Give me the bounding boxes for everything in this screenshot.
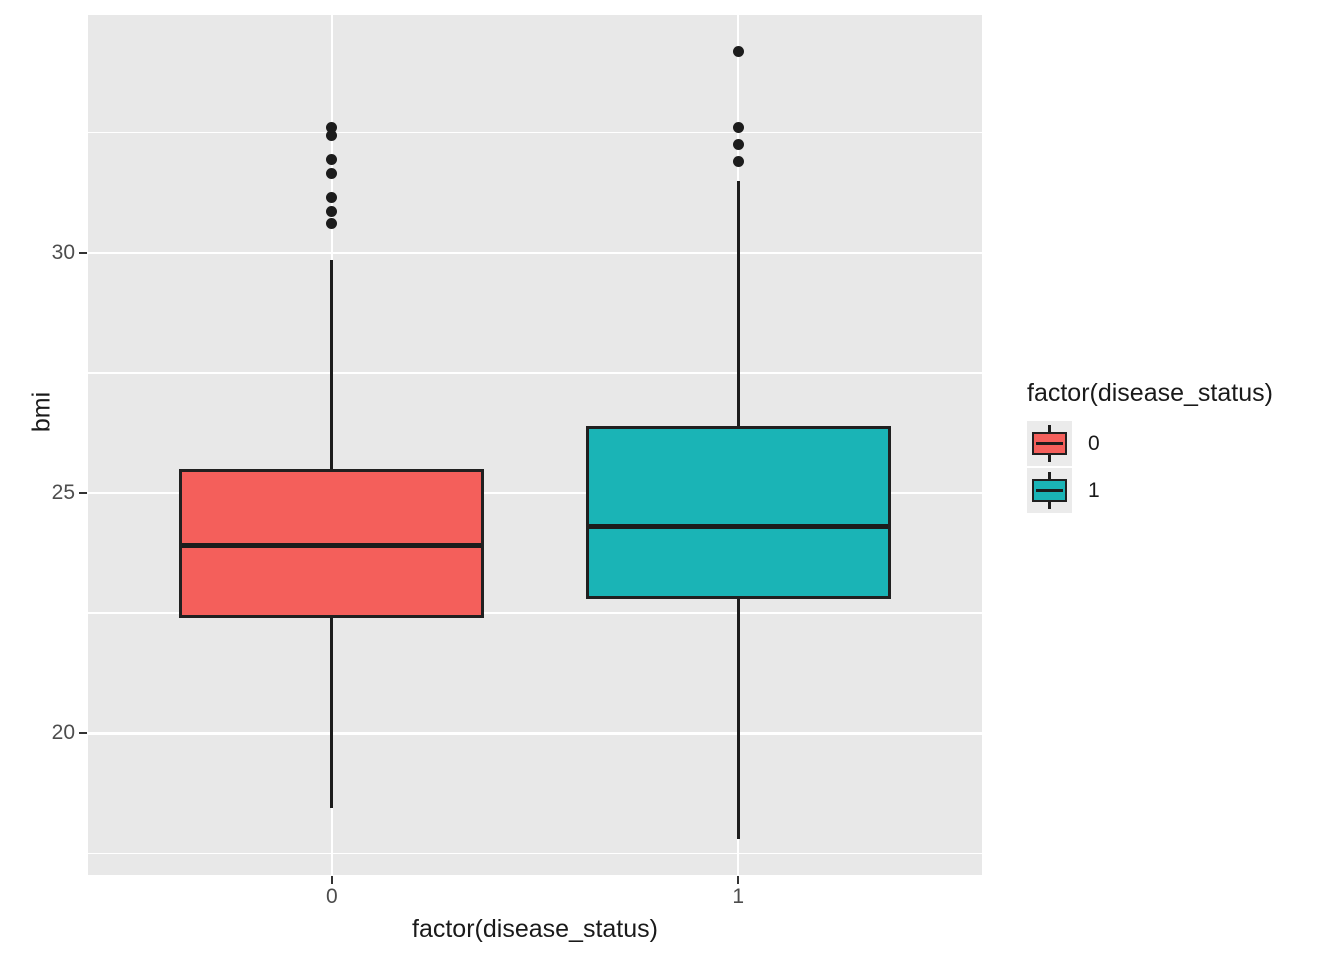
whisker-lower [330,617,334,808]
legend-boxplot-glyph-box [1032,479,1067,502]
outlier-dot [326,129,338,141]
outlier-dot [326,192,338,204]
gridline-major-horizontal [88,491,982,495]
legend: factor(disease_status) 0 1 [1027,379,1273,515]
y-axis-tick-mark [79,492,87,495]
median-line [588,524,888,530]
gridline-minor-horizontal [88,372,982,374]
y-axis-tick-mark [79,732,87,735]
outlier-dot [326,218,338,230]
legend-label-1: 1 [1088,478,1100,502]
legend-entry-0: 0 [1027,421,1273,466]
gridline-major-horizontal [88,732,982,735]
gridline-minor-horizontal [88,131,982,134]
outlier-dot [326,122,338,134]
outlier-dot [732,122,744,134]
y-tick-label tick-label: 25 [51,481,75,505]
legend-key-swatch-1 [1027,468,1072,513]
x-axis-title: factor(disease_status) [412,915,658,943]
x-tick-label: 1 [732,885,745,908]
x-axis-tick-mark [330,876,333,884]
legend-entry-1: 1 [1027,468,1273,513]
gridline-minor-horizontal [88,612,982,614]
gridline-major-horizontal [88,251,982,255]
legend-key-swatch-0 [1027,421,1072,466]
outlier-dot [732,45,744,57]
y-axis-title: bmi [27,391,56,433]
legend-boxplot-glyph-median [1036,489,1063,492]
outlier-dot [732,139,744,151]
y-tick-label tick-label: 30 [51,240,75,264]
legend-title: factor(disease_status) [1027,379,1273,407]
outlier-dot [326,206,338,218]
gridline-minor-horizontal [88,852,982,855]
whisker-upper [330,260,334,469]
boxplot-box-1 [585,425,891,599]
legend-boxplot-glyph-median [1036,442,1063,445]
outlier-dot [326,153,338,165]
y-tick-label tick-label: 20 [51,721,75,745]
median-line [182,543,482,549]
legend-boxplot-glyph-box [1032,432,1067,455]
x-axis-tick-mark [737,876,740,884]
legend-label-0: 0 [1088,431,1100,455]
whisker-lower [736,598,740,839]
x-tick-label: 0 [325,885,338,908]
outlier-dot [326,168,338,180]
y-axis-tick-mark [79,251,87,254]
whisker-upper [736,180,740,426]
outlier-dot [732,156,744,168]
